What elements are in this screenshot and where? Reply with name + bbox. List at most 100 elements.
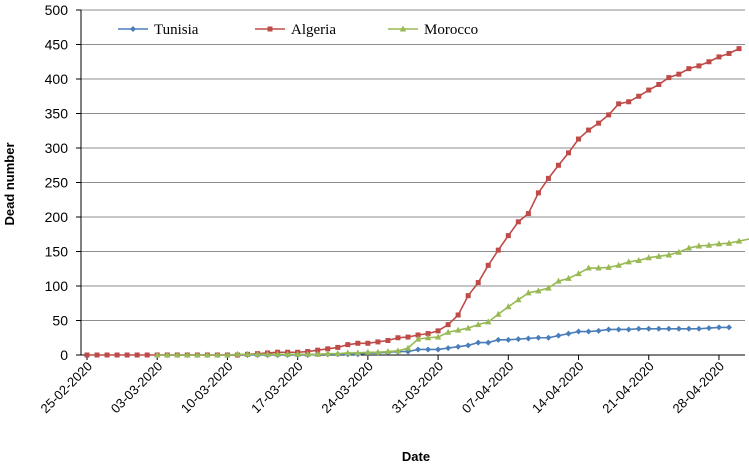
series-line-tunisia bbox=[157, 326, 729, 356]
data-point-morocco bbox=[635, 256, 642, 263]
data-point-tunisia bbox=[565, 330, 572, 337]
data-point-tunisia bbox=[665, 325, 672, 332]
data-point-algeria bbox=[505, 233, 511, 239]
data-point-tunisia bbox=[415, 346, 422, 353]
data-point-morocco bbox=[194, 351, 201, 358]
data-point-morocco bbox=[304, 350, 311, 357]
data-point-algeria bbox=[355, 340, 361, 346]
data-point-morocco bbox=[615, 261, 622, 268]
data-point-algeria bbox=[555, 162, 561, 168]
data-point-tunisia bbox=[615, 326, 622, 333]
data-point-morocco bbox=[164, 351, 171, 358]
data-point-tunisia bbox=[675, 325, 682, 332]
data-point-morocco bbox=[695, 242, 703, 249]
data-point-tunisia bbox=[525, 335, 532, 342]
data-point-morocco bbox=[685, 244, 693, 251]
y-tick-label: 400 bbox=[45, 71, 69, 87]
data-point-tunisia bbox=[726, 324, 732, 331]
data-point-morocco bbox=[174, 351, 181, 358]
legend-marker-morocco bbox=[399, 25, 407, 32]
x-tick-label: 28-04-2020 bbox=[669, 359, 727, 417]
data-point-algeria bbox=[696, 63, 702, 69]
data-point-tunisia bbox=[455, 343, 462, 350]
data-point-tunisia bbox=[605, 326, 612, 333]
data-point-morocco bbox=[705, 241, 713, 248]
series-morocco bbox=[154, 237, 749, 358]
legend-marker-tunisia bbox=[130, 26, 136, 32]
data-point-algeria bbox=[656, 82, 662, 88]
data-point-morocco bbox=[515, 296, 522, 303]
data-point-morocco bbox=[735, 237, 743, 244]
data-point-tunisia bbox=[685, 325, 692, 332]
x-tick-label: 25-02-2020 bbox=[37, 359, 95, 417]
data-point-tunisia bbox=[495, 336, 502, 343]
data-point-morocco bbox=[665, 251, 673, 258]
y-tick-label: 150 bbox=[45, 244, 69, 260]
data-point-tunisia bbox=[535, 334, 542, 341]
data-point-tunisia bbox=[545, 334, 552, 341]
data-point-morocco bbox=[184, 351, 191, 358]
y-tick-label: 250 bbox=[45, 175, 69, 191]
series-tunisia bbox=[154, 324, 732, 358]
data-point-tunisia bbox=[635, 325, 642, 332]
data-point-tunisia bbox=[505, 336, 512, 343]
data-point-morocco bbox=[254, 350, 261, 357]
series-lines bbox=[84, 46, 749, 358]
data-point-morocco bbox=[264, 350, 271, 357]
legend-item-algeria: Algeria bbox=[255, 22, 336, 38]
data-point-tunisia bbox=[515, 336, 522, 343]
data-point-algeria bbox=[736, 46, 742, 52]
data-point-tunisia bbox=[465, 342, 472, 349]
y-tick-label: 50 bbox=[52, 313, 68, 329]
gridlines bbox=[81, 9, 745, 321]
y-tick-label: 350 bbox=[45, 106, 69, 122]
data-point-algeria bbox=[385, 338, 391, 344]
data-point-morocco bbox=[575, 270, 582, 277]
data-point-algeria bbox=[445, 322, 451, 328]
data-point-morocco bbox=[324, 350, 331, 357]
data-point-morocco bbox=[294, 350, 301, 357]
x-tick-label: 10-03-2020 bbox=[178, 359, 236, 417]
data-point-algeria bbox=[495, 247, 501, 253]
y-tick-label: 500 bbox=[45, 2, 69, 18]
legend-marker-algeria bbox=[267, 26, 273, 32]
y-tick-label: 100 bbox=[45, 278, 69, 294]
data-point-morocco bbox=[334, 350, 341, 357]
data-point-algeria bbox=[666, 75, 672, 81]
data-point-morocco bbox=[605, 263, 612, 270]
x-tick-label: 03-03-2020 bbox=[108, 359, 166, 417]
data-point-morocco bbox=[585, 264, 592, 271]
data-point-tunisia bbox=[625, 326, 632, 333]
data-point-tunisia bbox=[585, 328, 592, 335]
data-point-algeria bbox=[335, 344, 341, 350]
data-point-algeria bbox=[345, 342, 351, 348]
series-algeria bbox=[84, 46, 742, 358]
data-point-algeria bbox=[706, 59, 712, 65]
data-point-algeria bbox=[566, 150, 571, 156]
data-point-algeria bbox=[716, 54, 722, 60]
data-point-tunisia bbox=[715, 324, 722, 331]
data-point-algeria bbox=[375, 339, 381, 345]
data-point-morocco bbox=[454, 326, 462, 333]
data-point-algeria bbox=[686, 66, 692, 72]
data-point-morocco bbox=[154, 351, 161, 358]
data-point-morocco bbox=[364, 348, 372, 355]
y-tick-label: 200 bbox=[45, 209, 69, 225]
data-point-morocco bbox=[464, 324, 472, 331]
data-point-algeria bbox=[104, 352, 110, 358]
data-point-tunisia bbox=[425, 346, 432, 353]
data-point-tunisia bbox=[435, 346, 442, 353]
data-point-algeria bbox=[465, 293, 471, 299]
data-point-algeria bbox=[646, 87, 652, 93]
axes bbox=[76, 9, 745, 360]
data-point-morocco bbox=[485, 318, 492, 325]
x-tick-labels: 25-02-2020 03-03-2020 10-03-2020 17-03-2020… bbox=[37, 359, 727, 417]
data-point-tunisia bbox=[575, 328, 582, 335]
data-point-algeria bbox=[586, 127, 592, 133]
data-point-algeria bbox=[94, 352, 100, 358]
data-point-tunisia bbox=[705, 325, 712, 332]
data-point-algeria bbox=[415, 332, 421, 338]
data-point-morocco bbox=[224, 351, 231, 358]
data-point-algeria bbox=[395, 335, 401, 341]
